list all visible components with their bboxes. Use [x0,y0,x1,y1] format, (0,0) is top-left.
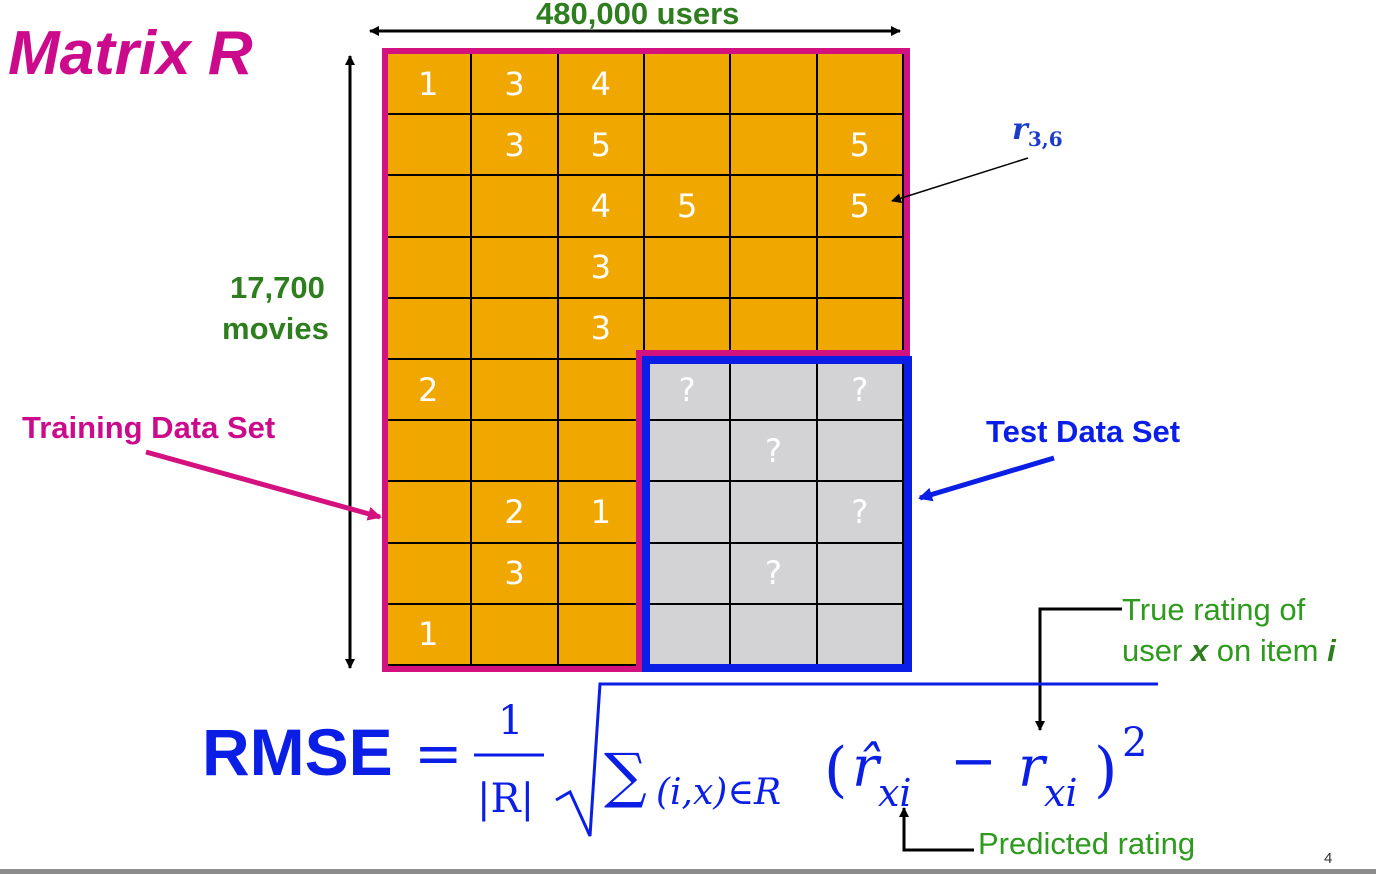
test-cell [731,360,818,422]
test-cell [645,482,732,544]
training-cell: 3 [472,54,559,116]
training-cell [472,298,559,360]
page-number: 4 [1324,850,1333,867]
training-cell [472,176,559,238]
training-cell: 5 [817,176,904,238]
true-rating-var-i: i [1327,633,1336,668]
training-cell: 5 [558,115,645,177]
slide-title: Matrix R [8,19,253,88]
formula-r-subscript: xi [1044,771,1078,815]
true-rating-label-line2: user x on item i [1122,633,1336,669]
training-cell [817,237,904,299]
training-cell [817,54,904,116]
training-cell [558,604,645,666]
true-rating-text-item: on item [1208,633,1328,668]
footer-bar [0,869,1376,874]
test-cell [731,604,818,666]
formula-r: r [1018,735,1048,800]
training-cell [731,115,818,177]
test-cell: ? [731,543,818,605]
training-cell: 4 [558,176,645,238]
training-cell [386,421,473,483]
predicted-rating-label: Predicted rating [978,826,1196,861]
formula-rhat-subscript: xi [878,771,912,815]
formula-sum-subscript: (i,x)∈R [656,772,781,813]
true-rating-var-x: x [1190,633,1209,668]
users-dimension-label: 480,000 users [536,0,740,31]
training-cell: 1 [558,482,645,544]
formula-numerator: 1 [498,698,523,744]
training-cell: 1 [386,604,473,666]
movies-dimension-count: 17,700 [230,270,325,305]
training-data-set-label: Training Data Set [22,410,276,445]
formula-rhat: r̂ [852,735,882,800]
training-cell: 5 [817,115,904,177]
element-subscript: 3,6 [1027,127,1063,151]
true-rating-label-line1: True rating of [1122,592,1306,627]
training-cell [731,176,818,238]
formula-equals: = [414,719,463,787]
training-cell [731,54,818,116]
test-cell [645,421,732,483]
training-cell [386,543,473,605]
formula-close-paren: ) [1094,735,1117,805]
training-cell: 2 [386,360,473,422]
formula-exponent: 2 [1122,720,1147,766]
test-cell [817,421,904,483]
test-cell [731,482,818,544]
training-cell [386,237,473,299]
test-cell: ? [731,421,818,483]
training-cell [472,237,559,299]
test-cell [645,604,732,666]
test-cell: ? [817,482,904,544]
training-cell [645,237,732,299]
training-cell [558,543,645,605]
test-cell [645,543,732,605]
rmse-label: RMSE [202,715,393,789]
training-cell [386,115,473,177]
training-cell [472,421,559,483]
matrix-element-label: r3,6 [1012,112,1063,151]
training-cell: 1 [386,54,473,116]
true-rating-text-user: user [1122,633,1191,668]
training-cell: 2 [472,482,559,544]
training-cell: 4 [558,54,645,116]
formula-minus: − [950,729,997,794]
formula-denominator: |R| [477,776,534,822]
formula-open-paren: ( [824,735,847,805]
training-cell [472,604,559,666]
training-cell [731,237,818,299]
training-cell: 3 [472,543,559,605]
test-cell [817,543,904,605]
training-cell: 3 [472,115,559,177]
training-cell [645,54,732,116]
training-cell: 5 [645,176,732,238]
training-cell [386,176,473,238]
training-cell [386,482,473,544]
training-cell: 3 [558,237,645,299]
training-cell [472,360,559,422]
training-cell [386,298,473,360]
formula-sum-symbol: ∑ [604,741,647,811]
element-base: r [1012,112,1028,147]
formula-radical [555,682,1158,837]
test-cell: ? [817,360,904,422]
movies-dimension-label: movies [222,311,329,346]
training-cell: 3 [558,298,645,360]
test-cell [817,604,904,666]
test-cell: ? [645,360,732,422]
training-cell [645,115,732,177]
test-data-set-label: Test Data Set [986,414,1181,449]
